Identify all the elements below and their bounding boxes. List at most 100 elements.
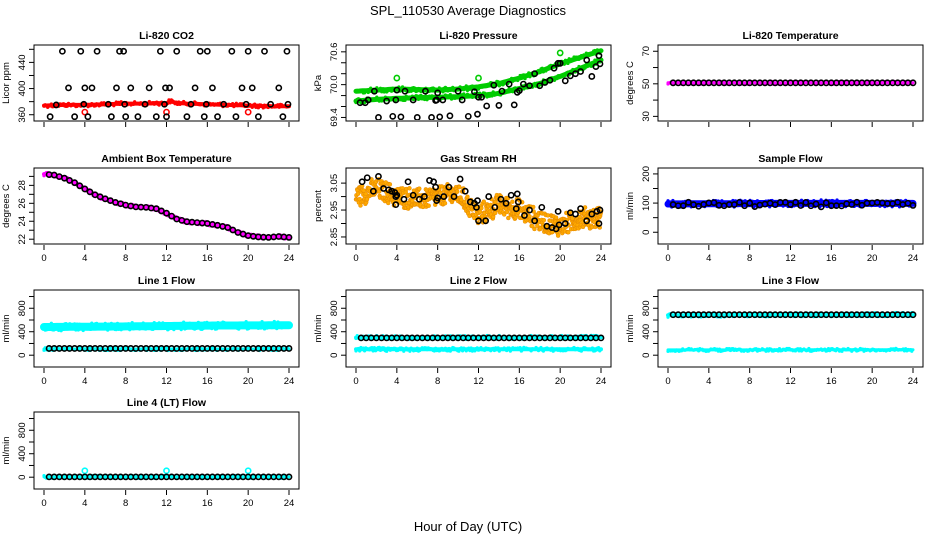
y-tick-label: 800 [17, 422, 28, 438]
data-point [853, 198, 861, 206]
data-point [840, 349, 844, 353]
data-point [216, 320, 220, 325]
data-point [522, 73, 526, 77]
data-point [475, 93, 482, 101]
data-point [909, 202, 917, 209]
data-point [442, 201, 448, 206]
data-point [81, 108, 89, 116]
data-point [554, 207, 562, 215]
data-point [224, 325, 229, 329]
data-point [457, 349, 461, 353]
data-point [250, 105, 254, 110]
data-point [421, 94, 425, 99]
data-point [401, 87, 409, 95]
panel-title: Gas Stream RH [440, 153, 516, 165]
x-tick-label: 20 [867, 376, 878, 387]
data-point [546, 76, 554, 84]
data-point [375, 95, 379, 99]
data-point [909, 79, 917, 87]
data-point [382, 346, 386, 350]
data-point [210, 327, 214, 331]
data-point [511, 90, 515, 94]
x-tick-label: 12 [473, 376, 484, 387]
data-point [374, 98, 378, 102]
data-point [424, 94, 428, 98]
y-tick-label: 3.05 [329, 174, 340, 193]
data-point [550, 64, 558, 72]
data-point [202, 100, 210, 108]
data-point [593, 48, 597, 53]
data-point [404, 178, 412, 186]
x-tick-label: 16 [202, 498, 213, 509]
data-point [148, 322, 153, 326]
data-point [377, 345, 381, 349]
data-point [446, 112, 454, 120]
data-point [386, 200, 391, 206]
data-point [232, 325, 236, 329]
data-point [81, 328, 85, 333]
data-point [356, 346, 361, 351]
data-point [48, 325, 52, 329]
data-point [259, 326, 263, 330]
x-tick-label: 24 [284, 376, 295, 387]
data-point [131, 327, 136, 331]
data-point [115, 321, 120, 325]
data-point [171, 323, 175, 328]
data-point [244, 319, 248, 324]
plot-area [42, 467, 293, 481]
data-point [521, 212, 528, 219]
data-point [403, 98, 407, 103]
data-point [511, 79, 515, 83]
data-point [531, 217, 539, 225]
data-point [458, 96, 466, 104]
data-point [167, 327, 171, 331]
y-axis-label: kPa [313, 74, 324, 91]
y-axis-label: ml/min [625, 315, 636, 343]
y-tick-label: 800 [641, 300, 652, 316]
data-point [58, 323, 62, 327]
chart-panel: Line 4 (LT) Flow ml/min 0 4 8 12 16 20 24 0 400 800 [1, 397, 300, 509]
data-point [260, 320, 264, 324]
data-point [597, 334, 605, 342]
data-point [107, 322, 111, 326]
data-point [191, 84, 199, 92]
data-point [475, 74, 482, 82]
y-tick-label: 0 [17, 353, 28, 358]
data-point [211, 322, 215, 326]
data-point [84, 113, 92, 120]
x-tick-label: 24 [284, 253, 295, 264]
data-point [418, 87, 422, 91]
data-point [218, 321, 222, 326]
data-point [114, 328, 118, 332]
y-tick-label: 69.4 [329, 108, 340, 127]
data-point [201, 326, 205, 331]
data-point [215, 327, 219, 331]
panel-title: Line 2 Flow [450, 275, 508, 287]
data-point [380, 90, 384, 94]
plot-frame [345, 289, 612, 368]
data-point [433, 96, 441, 104]
data-point [502, 212, 507, 217]
data-point [432, 183, 440, 191]
data-point [163, 113, 170, 120]
data-point [104, 100, 112, 108]
data-point [797, 202, 805, 209]
data-point [57, 328, 61, 333]
chart-panel: Gas Stream RH percent 0 4 8 12 16 20 24 2.85 2.95 3… [313, 153, 612, 264]
data-point [471, 88, 478, 96]
data-point [716, 199, 720, 203]
data-point [720, 199, 724, 203]
data-point [238, 84, 246, 92]
data-point [76, 182, 84, 190]
data-point [256, 106, 260, 110]
plot-area [353, 48, 604, 120]
data-point [96, 326, 100, 330]
data-point [583, 66, 587, 70]
data-point [570, 216, 575, 221]
data-point [538, 203, 546, 211]
data-point [255, 321, 259, 325]
panel-title: Li-820 Temperature [742, 30, 838, 42]
data-point [460, 349, 465, 353]
data-point [375, 114, 382, 120]
x-tick-label: 4 [394, 376, 399, 387]
